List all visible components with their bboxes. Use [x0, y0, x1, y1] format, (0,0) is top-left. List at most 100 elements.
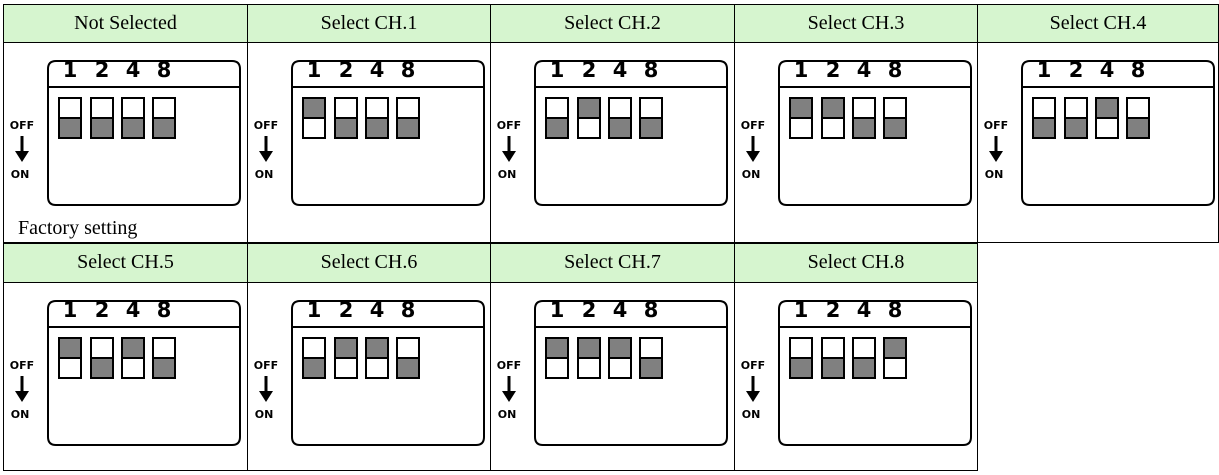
switch-lever: [821, 357, 845, 379]
switch-lever: [1064, 117, 1088, 139]
position-label: 1: [550, 58, 565, 82]
cell-body: 1 2 4 8 OFF ON: [734, 282, 978, 471]
switch-lever: [577, 337, 601, 359]
switch-lever: [1032, 117, 1056, 139]
on-label: ON: [255, 408, 274, 421]
off-label: OFF: [254, 359, 278, 372]
position-label: 8: [401, 298, 416, 322]
switch-lever: [608, 337, 632, 359]
switch-lever: [789, 357, 813, 379]
position-label: 8: [157, 298, 172, 322]
on-label: ON: [498, 168, 517, 181]
dip-switch: 1 2 4 8 OFF ON: [497, 58, 728, 206]
off-label: OFF: [497, 359, 521, 372]
switch-lever: [608, 117, 632, 139]
arrow-head: [502, 151, 516, 162]
switch-lever: [396, 117, 420, 139]
switch-lever: [852, 357, 876, 379]
arrow-head: [502, 391, 516, 402]
off-label: OFF: [984, 119, 1008, 132]
cell-body: 1 2 4 8 OFF ON: [490, 282, 735, 471]
switch-lever: [883, 117, 907, 139]
switch-lever: [58, 337, 82, 359]
switch-lever: [789, 97, 813, 119]
on-label: ON: [742, 408, 761, 421]
position-label: 2: [95, 58, 110, 82]
cell-header: Not Selected: [3, 4, 248, 43]
cell-body: 1 2 4 8 OFF ON: [247, 282, 491, 471]
on-label: ON: [11, 408, 30, 421]
dip-switch: 1 2 4 8 OFF ON: [497, 298, 728, 446]
position-label: 8: [644, 298, 659, 322]
arrow-head: [259, 391, 273, 402]
cell-body: 1 2 4 8 OFF ON: [977, 42, 1219, 243]
position-label: 1: [307, 58, 322, 82]
position-label: 2: [339, 58, 354, 82]
cell-header: Select CH.8: [734, 243, 978, 283]
cell-header: Select CH.1: [247, 4, 491, 43]
position-label: 4: [126, 298, 141, 322]
cell-body: Factory setting 1 2 4 8 OFF ON: [3, 42, 248, 243]
off-label: OFF: [741, 359, 765, 372]
position-label: 8: [1131, 58, 1146, 82]
position-label: 2: [1069, 58, 1084, 82]
cell-header: Select CH.3: [734, 4, 978, 43]
cell-header: Select CH.4: [977, 4, 1219, 43]
position-label: 4: [126, 58, 141, 82]
off-label: OFF: [741, 119, 765, 132]
on-label: ON: [255, 168, 274, 181]
position-label: 2: [826, 58, 841, 82]
arrow-head: [15, 391, 29, 402]
switch-lever: [152, 357, 176, 379]
switch-lever: [396, 357, 420, 379]
position-label: 8: [401, 58, 416, 82]
position-label: 1: [550, 298, 565, 322]
cell-body: 1 2 4 8 OFF ON: [247, 42, 491, 243]
switch-lever: [334, 337, 358, 359]
position-label: 1: [63, 298, 78, 322]
position-label: 1: [1037, 58, 1052, 82]
position-label: 8: [644, 58, 659, 82]
cell-body: 1 2 4 8 OFF ON: [490, 42, 735, 243]
switch-lever: [121, 117, 145, 139]
switch-lever: [365, 337, 389, 359]
switch-lever: [821, 97, 845, 119]
position-label: 4: [857, 298, 872, 322]
cell-note: Factory setting: [18, 217, 138, 239]
position-label: 4: [1100, 58, 1115, 82]
position-label: 1: [794, 298, 809, 322]
switch-lever: [90, 357, 114, 379]
switch-lever: [577, 97, 601, 119]
position-label: 1: [794, 58, 809, 82]
switch-lever: [639, 117, 663, 139]
arrow-head: [746, 151, 760, 162]
off-label: OFF: [10, 359, 34, 372]
position-label: 2: [95, 298, 110, 322]
dip-switch: 1 2 4 8 OFF ON: [10, 298, 241, 446]
position-label: 2: [582, 298, 597, 322]
cell-header: Select CH.5: [3, 243, 248, 283]
arrow-head: [746, 391, 760, 402]
cell-header: Select CH.2: [490, 4, 735, 43]
arrow-head: [259, 151, 273, 162]
dip-switch: 1 2 4 8 OFF ON: [741, 58, 972, 206]
dip-switch: 1 2 4 8 OFF ON: [984, 58, 1215, 206]
position-label: 8: [888, 58, 903, 82]
switch-lever: [334, 117, 358, 139]
dip-switch: 1 2 4 8 OFF ON: [254, 298, 485, 446]
on-label: ON: [985, 168, 1004, 181]
off-label: OFF: [10, 119, 34, 132]
position-label: 2: [339, 298, 354, 322]
arrow-head: [15, 151, 29, 162]
position-label: 4: [370, 298, 385, 322]
on-label: ON: [742, 168, 761, 181]
cell-header: Select CH.7: [490, 243, 735, 283]
cell-body: 1 2 4 8 OFF ON: [734, 42, 978, 243]
arrow-head: [989, 151, 1003, 162]
off-label: OFF: [497, 119, 521, 132]
dip-switch: 1 2 4 8 OFF ON: [254, 58, 485, 206]
cell-header: Select CH.6: [247, 243, 491, 283]
on-label: ON: [498, 408, 517, 421]
switch-lever: [58, 117, 82, 139]
